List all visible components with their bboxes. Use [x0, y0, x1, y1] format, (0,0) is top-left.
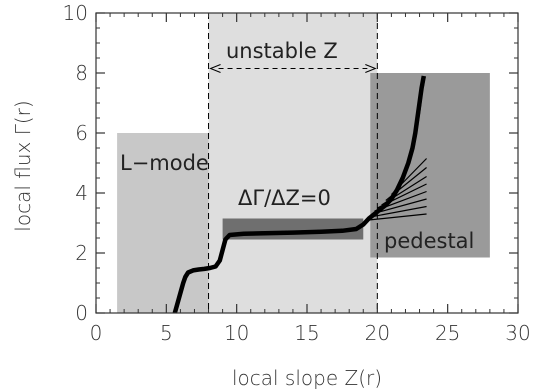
- annotation-unstable: unstable Z: [226, 39, 338, 63]
- y-tick-label-2: 2: [75, 241, 88, 265]
- annotation-lmode: L−mode: [120, 151, 209, 175]
- y-tick-label-0: 0: [75, 301, 88, 325]
- x-tick-label-5: 5: [160, 321, 173, 345]
- region-pedestal: [370, 73, 490, 258]
- fan-line-1: [368, 213, 427, 221]
- x-tick-label-20: 20: [365, 321, 390, 345]
- x-tick-label-30: 30: [505, 321, 530, 345]
- x-axis-title: local slope Z(r): [232, 366, 382, 390]
- unstable-arrow-right-head: [365, 64, 377, 73]
- unstable-arrow-left-head: [209, 64, 221, 73]
- x-tick-label-25: 25: [435, 321, 460, 345]
- annotation-pedestal: pedestal: [384, 229, 474, 253]
- y-axis-title: local flux Γ(r): [11, 100, 35, 231]
- y-tick-label-8: 8: [75, 61, 88, 85]
- curve-layer: [172, 74, 427, 314]
- region-unstable: [208, 13, 378, 313]
- y-tick-label-4: 4: [75, 181, 88, 205]
- fan-line-2: [370, 205, 427, 218]
- axis-layer: 0 5 10 15 20 25 30 0 2 4 6 8 10: [63, 1, 531, 345]
- x-tick-label-15: 15: [294, 321, 319, 345]
- y-tick-label-10: 10: [63, 1, 88, 25]
- annotation-plateau: ΔΓ/ΔZ=0: [238, 186, 331, 210]
- x-tick-label-10: 10: [224, 321, 249, 345]
- x-tick-label-0: 0: [90, 321, 103, 345]
- flux-curve-jitter: [175, 74, 427, 313]
- lines-layer: [208, 13, 378, 313]
- y-tick-label-6: 6: [75, 121, 88, 145]
